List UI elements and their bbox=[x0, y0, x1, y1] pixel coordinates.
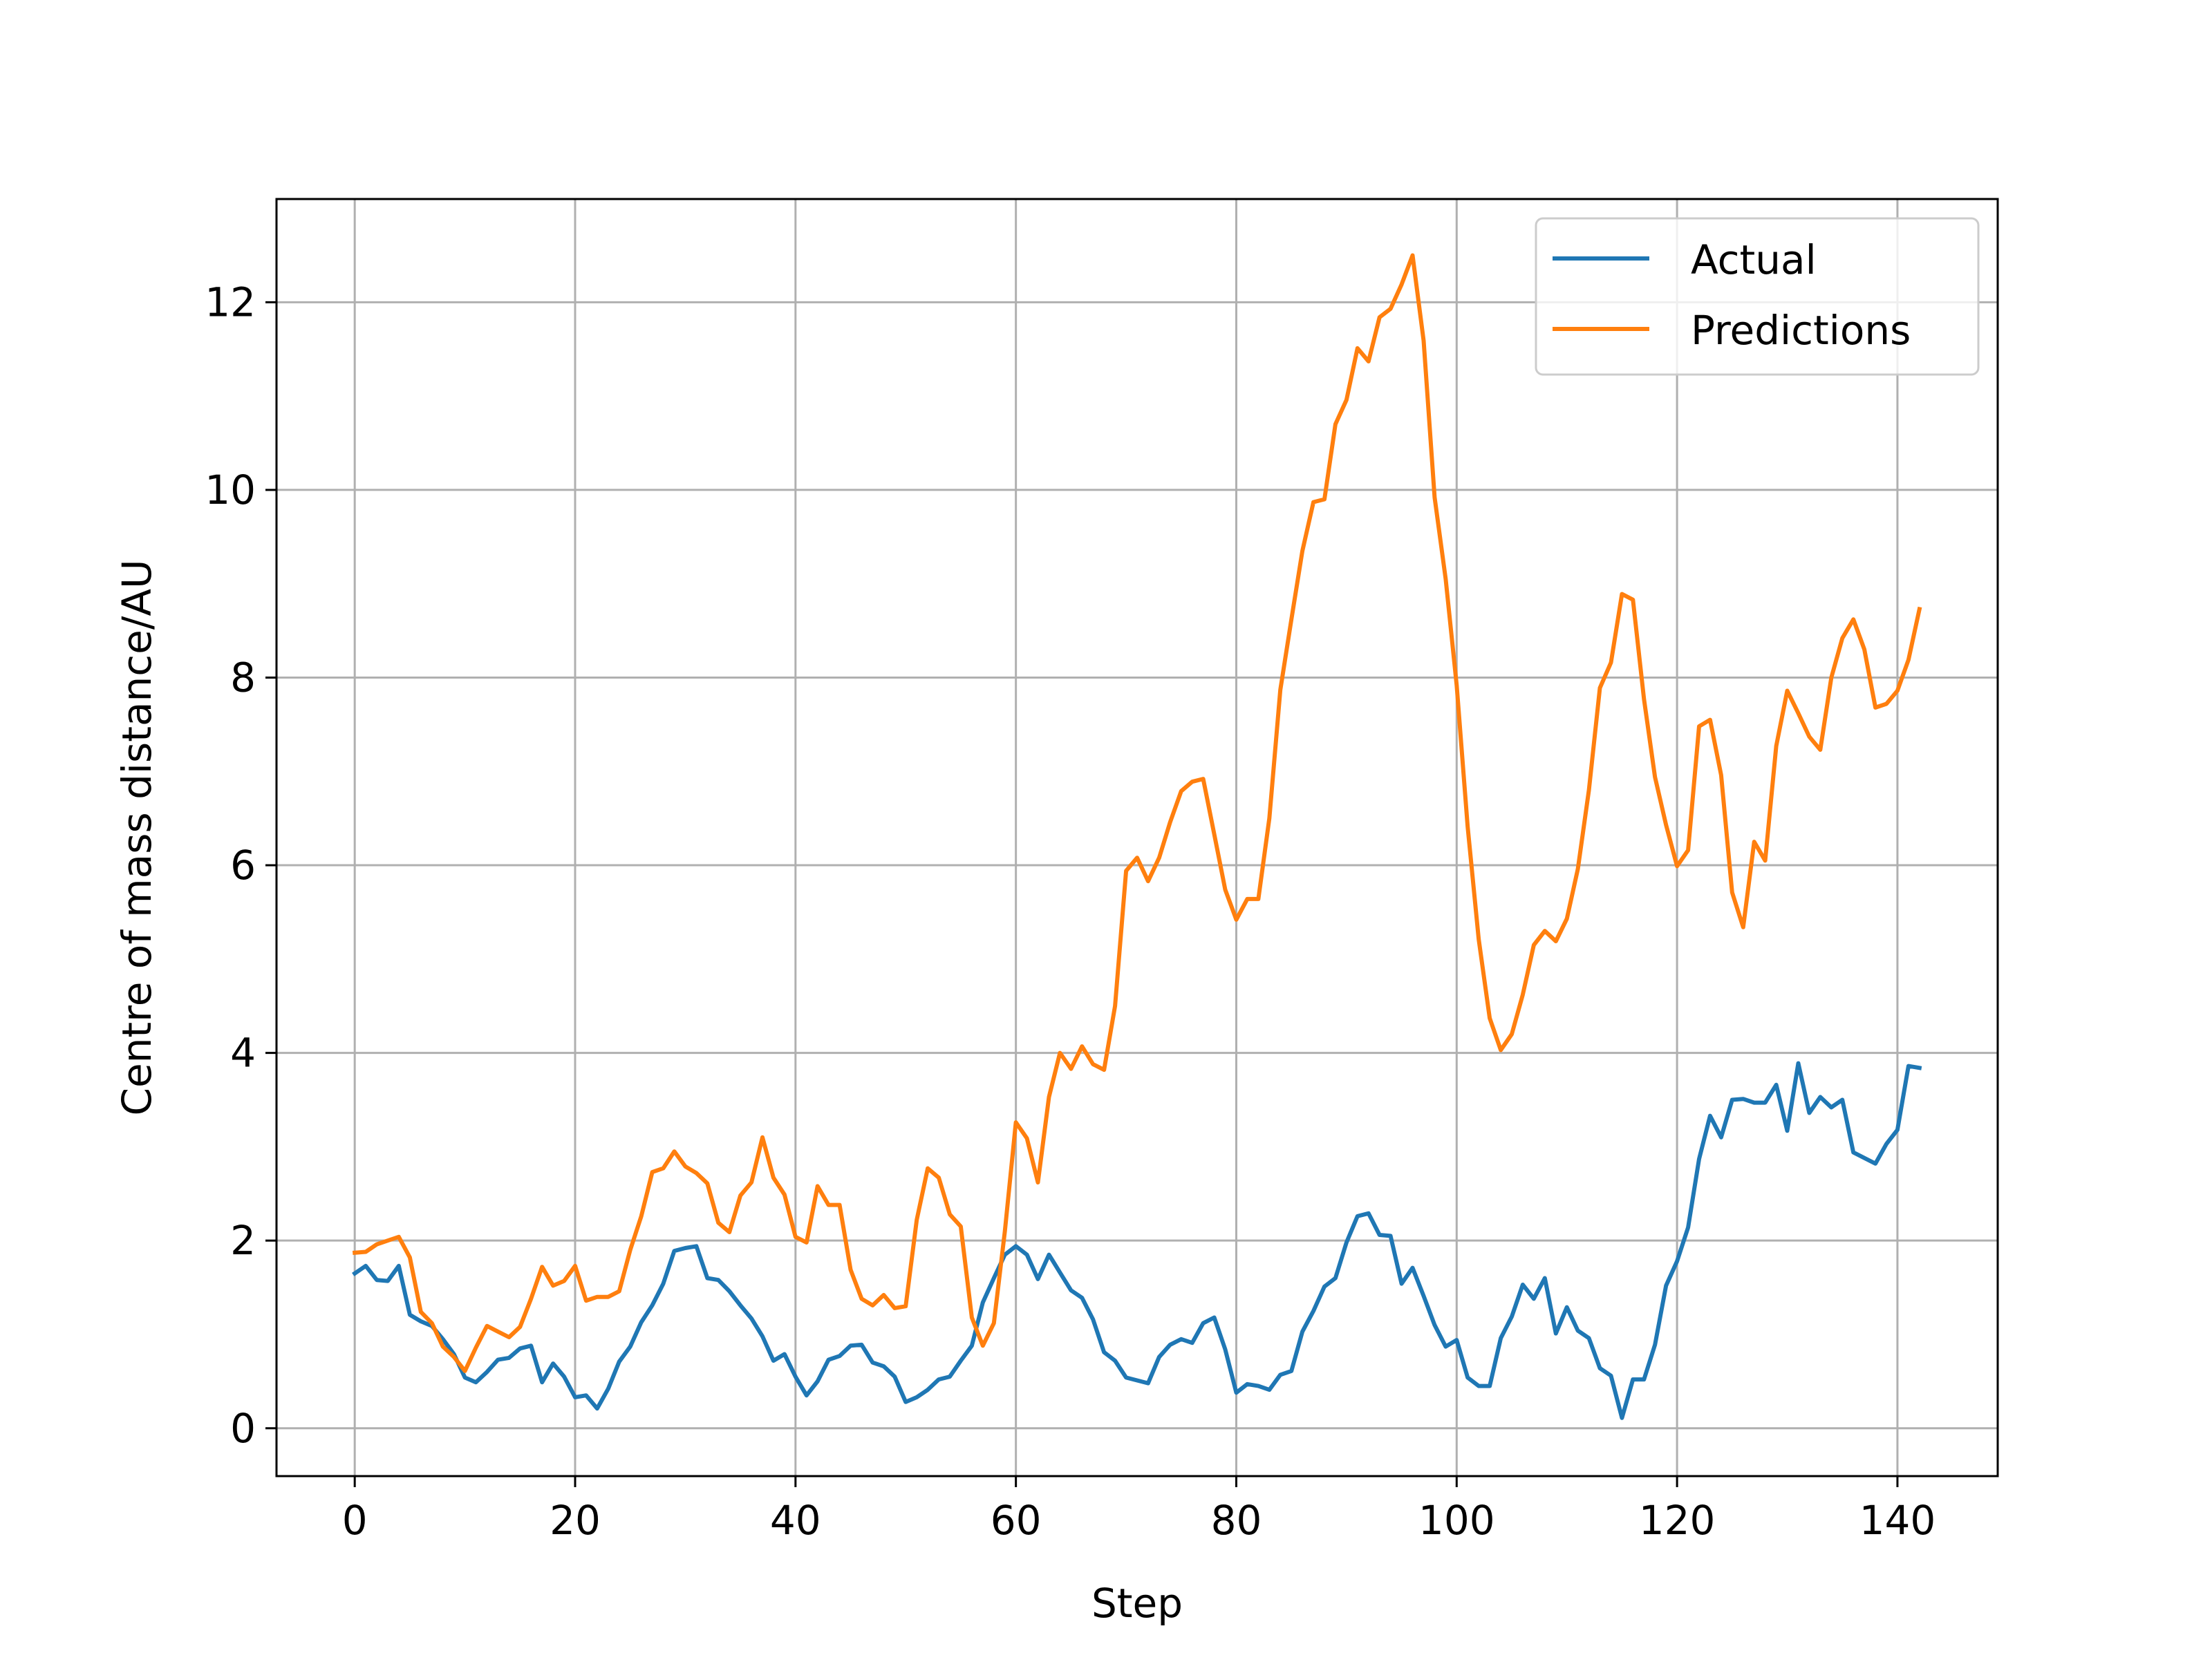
x-axis-label: Step bbox=[1091, 1580, 1183, 1627]
legend-label: Predictions bbox=[1691, 307, 1911, 354]
x-tick-label: 60 bbox=[991, 1497, 1042, 1544]
x-tick-label: 40 bbox=[770, 1497, 821, 1544]
x-tick-label: 100 bbox=[1418, 1497, 1495, 1544]
legend-label: Actual bbox=[1691, 236, 1817, 283]
x-tick-label: 120 bbox=[1639, 1497, 1716, 1544]
y-tick-label: 8 bbox=[230, 654, 256, 701]
y-tick-label: 4 bbox=[230, 1030, 256, 1077]
series-line-predictions bbox=[352, 253, 1922, 1373]
y-axis-label: Centre of mass distance/AU bbox=[113, 559, 160, 1115]
series-line-actual bbox=[352, 1061, 1922, 1420]
x-tick-label: 140 bbox=[1859, 1497, 1936, 1544]
legend: Actual Predictions bbox=[1535, 217, 1980, 376]
x-tick-label: 20 bbox=[550, 1497, 601, 1544]
ticks: 0 20 40 60 80 100 120 140 0 2 4 6 8 10 12 bbox=[205, 278, 1936, 1544]
y-tick-label: 12 bbox=[205, 278, 256, 325]
y-tick-label: 10 bbox=[205, 466, 256, 513]
axes-frame bbox=[275, 198, 1999, 1477]
x-tick-label: 80 bbox=[1211, 1497, 1262, 1544]
y-tick-label: 2 bbox=[230, 1217, 256, 1264]
series-lines bbox=[352, 253, 1922, 1420]
x-tick-label: 0 bbox=[342, 1497, 368, 1544]
grid bbox=[276, 199, 1998, 1476]
y-tick-label: 6 bbox=[230, 842, 256, 889]
y-tick-label: 0 bbox=[230, 1405, 256, 1452]
